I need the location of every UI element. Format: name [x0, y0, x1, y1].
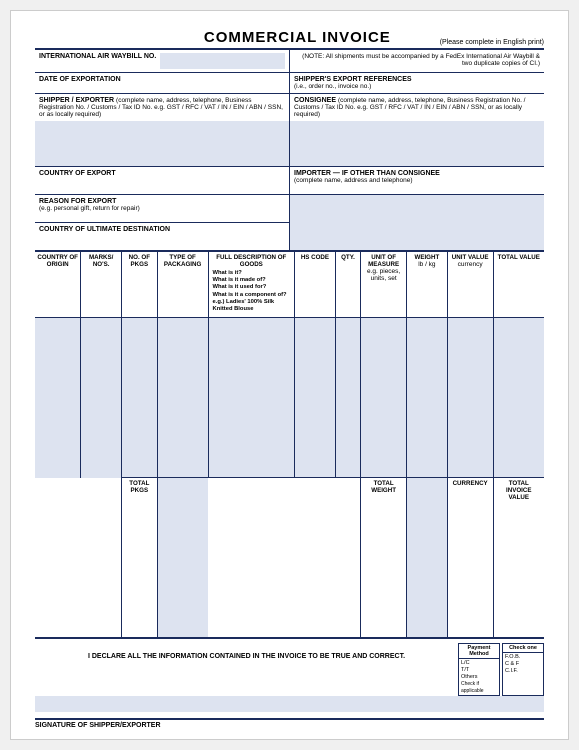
cell-qty[interactable] — [335, 318, 360, 478]
cell-marks[interactable] — [81, 318, 122, 478]
waybill-label: INTERNATIONAL AIR WAYBILL NO. — [39, 53, 156, 60]
signature-label: SIGNATURE OF SHIPPER/EXPORTER — [35, 722, 161, 729]
declare-row: I DECLARE ALL THE INFORMATION CONTAINED … — [35, 643, 544, 696]
total-invoice-label: TOTAL INVOICE VALUE — [493, 478, 544, 638]
items-header-row: COUNTRY OF ORIGIN MARKS/ NO'S. NO. OF PK… — [35, 252, 544, 318]
importer-hint: (complete name, address and telephone) — [294, 177, 540, 184]
shipper-label-cell: SHIPPER / EXPORTER (complete name, addre… — [35, 94, 290, 121]
payment-body: L/C T/T Others Check if applicable — [459, 659, 499, 695]
waybill-row: INTERNATIONAL AIR WAYBILL NO. (NOTE: All… — [35, 50, 544, 73]
country-importer-row: COUNTRY OF EXPORT IMPORTER — IF OTHER TH… — [35, 167, 544, 195]
reason-label: REASON FOR EXPORT — [39, 198, 116, 205]
col-hs-code: HS CODE — [295, 252, 336, 318]
col-qty: QTY. — [335, 252, 360, 318]
col-description: FULL DESCRIPTION OF GOODS What is it? Wh… — [208, 252, 295, 318]
checkone-cif[interactable]: C.I.F. — [505, 668, 541, 675]
shipper-consignee-inputs — [35, 121, 544, 167]
signature-input[interactable] — [35, 696, 544, 712]
col-no-pkgs: NO. OF PKGS — [122, 252, 158, 318]
cell-description[interactable] — [208, 318, 295, 478]
destination-cell[interactable]: COUNTRY OF ULTIMATE DESTINATION — [35, 223, 290, 250]
destination-label: COUNTRY OF ULTIMATE DESTINATION — [39, 226, 170, 233]
total-weight-input[interactable] — [407, 478, 448, 638]
waybill-note: (NOTE: All shipments must be accompanied… — [290, 50, 545, 72]
signature-row: SIGNATURE OF SHIPPER/EXPORTER — [35, 718, 544, 729]
declare-text: I DECLARE ALL THE INFORMATION CONTAINED … — [35, 643, 458, 696]
payment-lc[interactable]: L/C — [461, 660, 497, 667]
consignee-label: CONSIGNEE — [294, 97, 336, 104]
cell-weight[interactable] — [407, 318, 448, 478]
reason-row: REASON FOR EXPORT (e.g. personal gift, r… — [35, 195, 544, 223]
cell-unit-measure[interactable] — [361, 318, 407, 478]
total-pkgs-input[interactable] — [157, 478, 208, 638]
payment-title: Payment Method — [459, 644, 499, 659]
consignee-label-cell: CONSIGNEE (complete name, address, telep… — [290, 94, 544, 121]
col-packaging: TYPE OF PACKAGING — [157, 252, 208, 318]
shipper-consignee-labels: SHIPPER / EXPORTER (complete name, addre… — [35, 94, 544, 121]
col-description-label: FULL DESCRIPTION OF GOODS — [211, 254, 293, 268]
total-weight-label: TOTAL WEIGHT — [361, 478, 407, 638]
export-references-cell[interactable]: SHIPPER'S EXPORT REFERENCES (i.e., order… — [290, 73, 544, 93]
reason-cell[interactable]: REASON FOR EXPORT (e.g. personal gift, r… — [35, 195, 290, 223]
checkone-title: Check one — [503, 644, 543, 653]
cell-total-value[interactable] — [493, 318, 544, 478]
checkone-cf[interactable]: C & F — [505, 661, 541, 668]
cell-hs-code[interactable] — [295, 318, 336, 478]
importer-cell[interactable]: IMPORTER — IF OTHER THAN CONSIGNEE (comp… — [290, 167, 544, 194]
payment-check-hint: Check if applicable — [461, 681, 497, 694]
items-input-row — [35, 318, 544, 478]
totals-spacer — [35, 478, 122, 638]
country-export-label: COUNTRY OF EXPORT — [39, 170, 116, 177]
col-unit-value: UNIT VALUE currency — [447, 252, 493, 318]
cell-no-pkgs[interactable] — [122, 318, 158, 478]
col-description-hints: What is it? What is it made of? What is … — [211, 268, 293, 315]
importer-input-2[interactable] — [290, 223, 544, 250]
please-complete-note: (Please complete in English print) — [440, 39, 544, 46]
items-table: COUNTRY OF ORIGIN MARKS/ NO'S. NO. OF PK… — [35, 251, 544, 639]
date-ref-row: DATE OF EXPORTATION SHIPPER'S EXPORT REF… — [35, 73, 544, 94]
total-pkgs-label: TOTAL PKGS — [122, 478, 158, 638]
reason-hint: (e.g. personal gift, return for repair) — [39, 205, 285, 212]
waybill-cell: INTERNATIONAL AIR WAYBILL NO. — [35, 50, 290, 72]
form-title: COMMERCIAL INVOICE — [35, 29, 440, 46]
destination-row: COUNTRY OF ULTIMATE DESTINATION — [35, 223, 544, 251]
shipper-input[interactable] — [35, 121, 290, 166]
checkone-fob[interactable]: F.O.B. — [505, 654, 541, 661]
date-exportation-label: DATE OF EXPORTATION — [39, 76, 121, 83]
waybill-input[interactable] — [160, 53, 284, 69]
totals-spacer-2 — [208, 478, 361, 638]
export-references-hint: (i.e., order no., invoice no.) — [294, 83, 540, 90]
col-unit-measure: UNIT OF MEASURE e.g. pieces, units, set — [361, 252, 407, 318]
cell-unit-value[interactable] — [447, 318, 493, 478]
shipper-label: SHIPPER / EXPORTER — [39, 97, 114, 104]
importer-input[interactable] — [290, 195, 544, 223]
col-weight: WEIGHT lb / kg — [407, 252, 448, 318]
payment-method-box: Payment Method L/C T/T Others Check if a… — [458, 643, 500, 696]
consignee-input[interactable] — [290, 121, 544, 166]
currency-label: CURRENCY — [447, 478, 493, 638]
commercial-invoice-form: COMMERCIAL INVOICE (Please complete in E… — [10, 10, 569, 740]
checkone-body: F.O.B. C & F C.I.F. — [503, 653, 543, 676]
col-marks: MARKS/ NO'S. — [81, 252, 122, 318]
totals-row: TOTAL PKGS TOTAL WEIGHT CURRENCY TOTAL I… — [35, 478, 544, 638]
header-row: COMMERCIAL INVOICE (Please complete in E… — [35, 29, 544, 50]
col-country-origin: COUNTRY OF ORIGIN — [35, 252, 81, 318]
cell-packaging[interactable] — [157, 318, 208, 478]
cell-country-origin[interactable] — [35, 318, 81, 478]
col-total-value: TOTAL VALUE — [493, 252, 544, 318]
mini-boxes: Payment Method L/C T/T Others Check if a… — [458, 643, 544, 696]
importer-label: IMPORTER — IF OTHER THAN CONSIGNEE — [294, 170, 440, 177]
export-references-label: SHIPPER'S EXPORT REFERENCES — [294, 76, 412, 83]
check-one-box: Check one F.O.B. C & F C.I.F. — [502, 643, 544, 696]
country-export-cell[interactable]: COUNTRY OF EXPORT — [35, 167, 290, 194]
payment-others[interactable]: Others — [461, 674, 497, 681]
date-exportation-cell[interactable]: DATE OF EXPORTATION — [35, 73, 290, 93]
